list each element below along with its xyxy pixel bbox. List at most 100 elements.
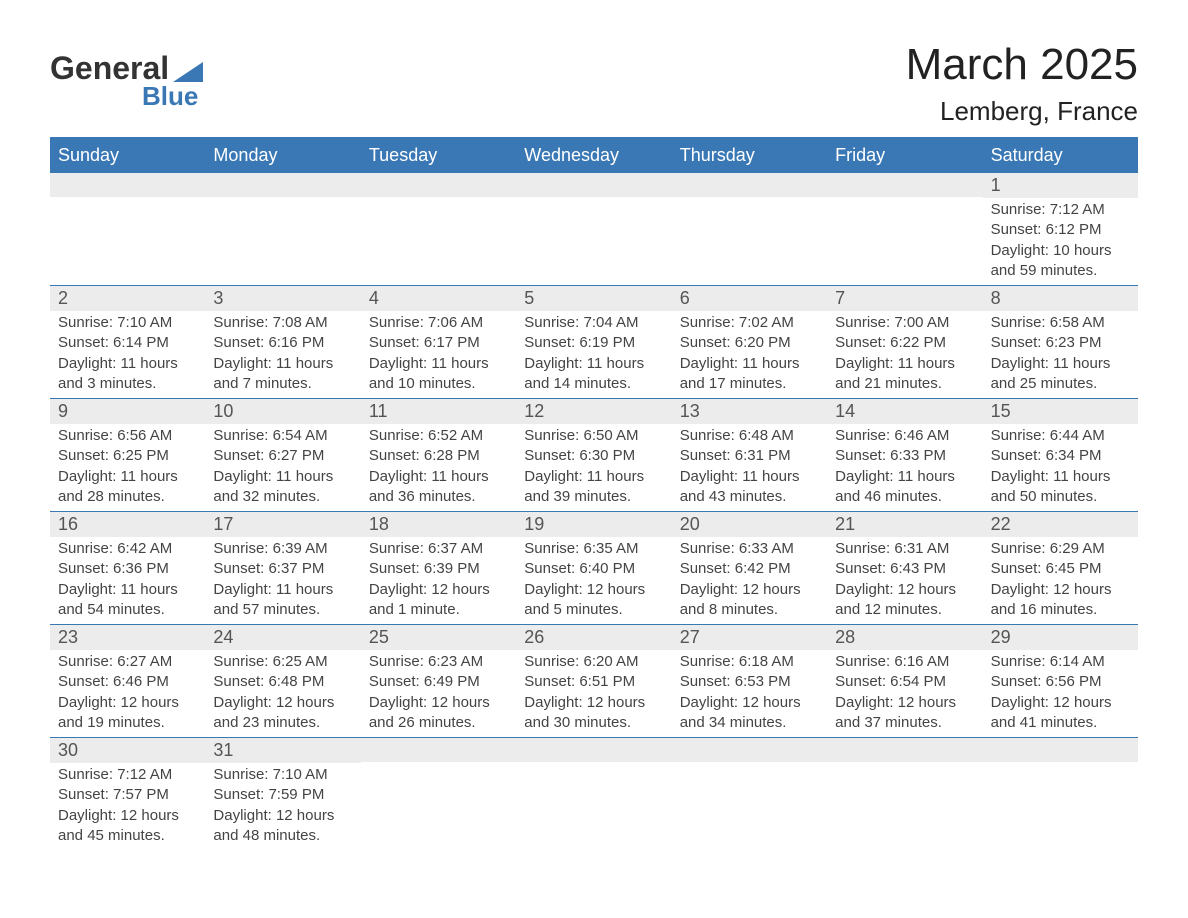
sunset-line: Sunset: 6:45 PM (991, 559, 1130, 579)
calendar-cell: 31Sunrise: 7:10 AMSunset: 7:59 PMDayligh… (205, 737, 360, 850)
sunrise-line: Sunrise: 6:46 AM (835, 426, 974, 446)
day2-line: and 21 minutes. (835, 374, 974, 394)
day-number: 8 (983, 286, 1138, 311)
page-subtitle: Lemberg, France (906, 96, 1138, 127)
sunrise-line: Sunrise: 6:33 AM (680, 539, 819, 559)
logo: General Blue (50, 50, 203, 112)
day1-line: Daylight: 12 hours (369, 693, 508, 713)
sunrise-line: Sunrise: 7:10 AM (213, 765, 352, 785)
day1-line: Daylight: 11 hours (58, 580, 197, 600)
blank-day (516, 173, 671, 197)
sunrise-line: Sunrise: 7:02 AM (680, 313, 819, 333)
day2-line: and 8 minutes. (680, 600, 819, 620)
calendar-grid: SundayMondayTuesdayWednesdayThursdayFrid… (50, 137, 1138, 850)
day2-line: and 45 minutes. (58, 826, 197, 846)
day-header: Saturday (983, 139, 1138, 172)
blank-day (361, 738, 516, 762)
day2-line: and 39 minutes. (524, 487, 663, 507)
day-number: 10 (205, 399, 360, 424)
day-details: Sunrise: 6:46 AMSunset: 6:33 PMDaylight:… (827, 424, 982, 511)
calendar-cell (516, 172, 671, 285)
day1-line: Daylight: 12 hours (524, 580, 663, 600)
day-header: Tuesday (361, 139, 516, 172)
day-number: 14 (827, 399, 982, 424)
day-number: 11 (361, 399, 516, 424)
sunset-line: Sunset: 6:20 PM (680, 333, 819, 353)
calendar-cell: 3Sunrise: 7:08 AMSunset: 6:16 PMDaylight… (205, 285, 360, 398)
calendar-cell: 7Sunrise: 7:00 AMSunset: 6:22 PMDaylight… (827, 285, 982, 398)
sunset-line: Sunset: 6:30 PM (524, 446, 663, 466)
day1-line: Daylight: 11 hours (991, 354, 1130, 374)
day1-line: Daylight: 12 hours (58, 806, 197, 826)
sunset-line: Sunset: 6:22 PM (835, 333, 974, 353)
sunset-line: Sunset: 6:27 PM (213, 446, 352, 466)
day-number: 9 (50, 399, 205, 424)
calendar-cell: 18Sunrise: 6:37 AMSunset: 6:39 PMDayligh… (361, 511, 516, 624)
day2-line: and 3 minutes. (58, 374, 197, 394)
day2-line: and 46 minutes. (835, 487, 974, 507)
day2-line: and 32 minutes. (213, 487, 352, 507)
day-details: Sunrise: 6:58 AMSunset: 6:23 PMDaylight:… (983, 311, 1138, 398)
day-number: 19 (516, 512, 671, 537)
day2-line: and 16 minutes. (991, 600, 1130, 620)
sunset-line: Sunset: 6:28 PM (369, 446, 508, 466)
day-details: Sunrise: 6:54 AMSunset: 6:27 PMDaylight:… (205, 424, 360, 511)
day2-line: and 37 minutes. (835, 713, 974, 733)
calendar-cell: 23Sunrise: 6:27 AMSunset: 6:46 PMDayligh… (50, 624, 205, 737)
day-details: Sunrise: 6:23 AMSunset: 6:49 PMDaylight:… (361, 650, 516, 737)
calendar-cell (361, 172, 516, 285)
calendar-cell: 16Sunrise: 6:42 AMSunset: 6:36 PMDayligh… (50, 511, 205, 624)
header: General Blue March 2025 Lemberg, France (50, 40, 1138, 127)
calendar-cell: 12Sunrise: 6:50 AMSunset: 6:30 PMDayligh… (516, 398, 671, 511)
sunset-line: Sunset: 6:49 PM (369, 672, 508, 692)
blank-day (516, 738, 671, 762)
sunset-line: Sunset: 7:57 PM (58, 785, 197, 805)
day2-line: and 19 minutes. (58, 713, 197, 733)
sunrise-line: Sunrise: 6:31 AM (835, 539, 974, 559)
day-details: Sunrise: 6:52 AMSunset: 6:28 PMDaylight:… (361, 424, 516, 511)
blank-body (672, 197, 827, 285)
day-details: Sunrise: 6:39 AMSunset: 6:37 PMDaylight:… (205, 537, 360, 624)
day1-line: Daylight: 12 hours (369, 580, 508, 600)
sunrise-line: Sunrise: 7:04 AM (524, 313, 663, 333)
day-number: 18 (361, 512, 516, 537)
day-number: 20 (672, 512, 827, 537)
sunrise-line: Sunrise: 6:54 AM (213, 426, 352, 446)
day1-line: Daylight: 12 hours (680, 693, 819, 713)
sunrise-line: Sunrise: 6:16 AM (835, 652, 974, 672)
day-number: 30 (50, 738, 205, 763)
blank-day (205, 173, 360, 197)
day-details: Sunrise: 7:02 AMSunset: 6:20 PMDaylight:… (672, 311, 827, 398)
day1-line: Daylight: 11 hours (213, 467, 352, 487)
day2-line: and 5 minutes. (524, 600, 663, 620)
sunrise-line: Sunrise: 6:20 AM (524, 652, 663, 672)
day-details: Sunrise: 6:56 AMSunset: 6:25 PMDaylight:… (50, 424, 205, 511)
calendar-cell: 9Sunrise: 6:56 AMSunset: 6:25 PMDaylight… (50, 398, 205, 511)
sunrise-line: Sunrise: 6:44 AM (991, 426, 1130, 446)
day-details: Sunrise: 7:10 AMSunset: 6:14 PMDaylight:… (50, 311, 205, 398)
blank-day (827, 738, 982, 762)
day1-line: Daylight: 11 hours (680, 354, 819, 374)
blank-day (983, 738, 1138, 762)
page-title: March 2025 (906, 40, 1138, 90)
day1-line: Daylight: 12 hours (680, 580, 819, 600)
title-block: March 2025 Lemberg, France (906, 40, 1138, 127)
sunrise-line: Sunrise: 7:10 AM (58, 313, 197, 333)
sunrise-line: Sunrise: 7:08 AM (213, 313, 352, 333)
day-number: 26 (516, 625, 671, 650)
day-number: 24 (205, 625, 360, 650)
day-details: Sunrise: 7:12 AMSunset: 7:57 PMDaylight:… (50, 763, 205, 850)
calendar-cell: 30Sunrise: 7:12 AMSunset: 7:57 PMDayligh… (50, 737, 205, 850)
calendar-cell: 11Sunrise: 6:52 AMSunset: 6:28 PMDayligh… (361, 398, 516, 511)
day1-line: Daylight: 11 hours (58, 467, 197, 487)
day-number: 1 (983, 173, 1138, 198)
calendar-cell: 10Sunrise: 6:54 AMSunset: 6:27 PMDayligh… (205, 398, 360, 511)
day1-line: Daylight: 11 hours (369, 354, 508, 374)
blank-day (672, 738, 827, 762)
day2-line: and 14 minutes. (524, 374, 663, 394)
day1-line: Daylight: 12 hours (835, 580, 974, 600)
sunset-line: Sunset: 6:14 PM (58, 333, 197, 353)
day-details: Sunrise: 6:25 AMSunset: 6:48 PMDaylight:… (205, 650, 360, 737)
day-number: 12 (516, 399, 671, 424)
calendar-cell: 13Sunrise: 6:48 AMSunset: 6:31 PMDayligh… (672, 398, 827, 511)
